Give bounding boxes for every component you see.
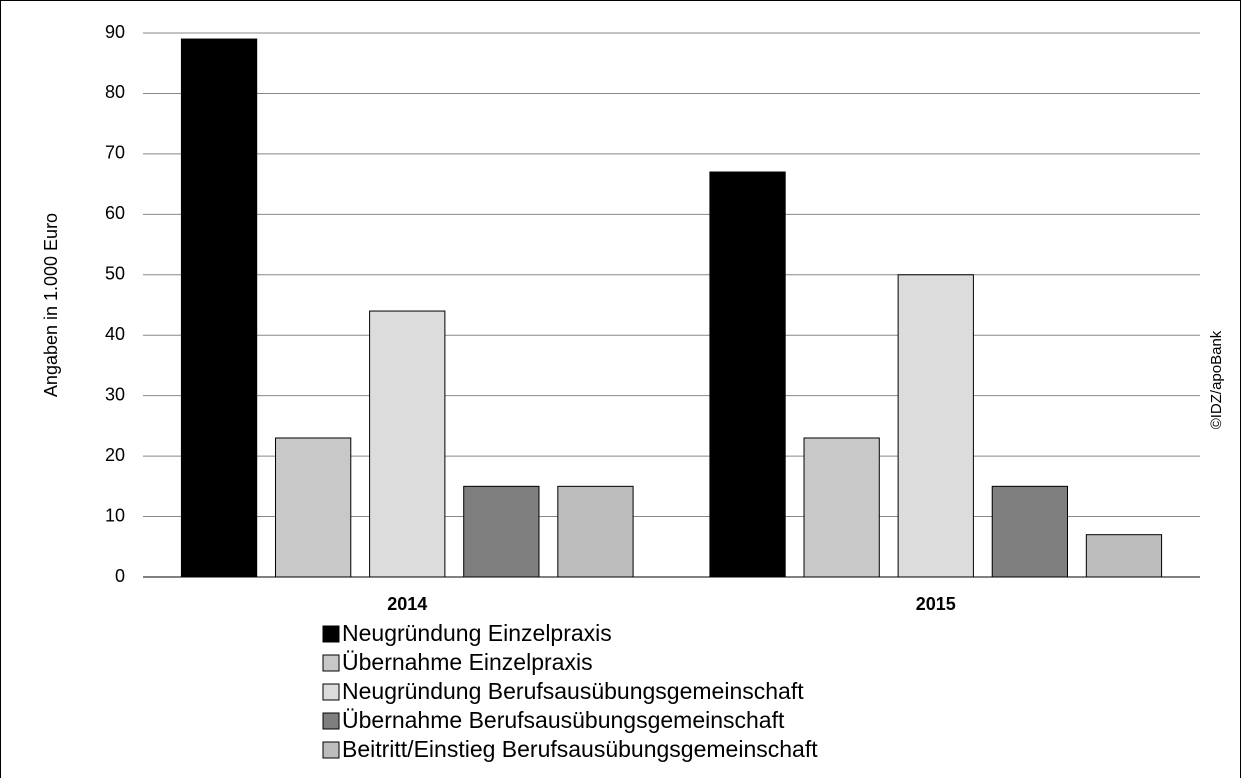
y-tick-label: 80 [105, 82, 125, 102]
bar [180, 38, 258, 578]
y-tick-label: 10 [105, 505, 125, 525]
legend-swatch [322, 741, 340, 759]
y-tick-label: 0 [115, 566, 125, 586]
x-tick-label: 2015 [916, 594, 956, 614]
y-tick-label: 70 [105, 143, 125, 163]
y-axis-label: Angaben in 1.000 Euro [41, 213, 61, 397]
legend-swatch [322, 712, 340, 730]
bar [557, 485, 634, 578]
legend-label: Neugründung Einzelpraxis [342, 620, 612, 646]
legend-label: Neugründung Berufsausübungsgemeinschaft [342, 678, 804, 704]
bar [369, 310, 446, 578]
bar [275, 437, 352, 578]
bar [803, 437, 880, 578]
y-tick-label: 60 [105, 203, 125, 223]
y-tick-label: 20 [105, 445, 125, 465]
legend-swatch [322, 654, 340, 672]
bar [463, 485, 540, 578]
legend-label: Übernahme Einzelpraxis [342, 649, 593, 675]
y-tick-label: 30 [105, 384, 125, 404]
legend-swatch [322, 683, 340, 701]
legend-label: Beitritt/Einstieg Berufsausübungsgemeins… [342, 736, 818, 762]
bar [991, 485, 1068, 578]
bar [709, 171, 786, 578]
legend-swatch [322, 625, 340, 643]
y-tick-label: 40 [105, 324, 125, 344]
bar [897, 274, 974, 578]
y-tick-label: 90 [105, 22, 125, 42]
copyright: ©IDZ/apoBank [1208, 330, 1225, 429]
legend-label: Übernahme Berufsausübungsgemeinschaft [342, 707, 785, 733]
bar [1085, 534, 1163, 578]
y-tick-label: 50 [105, 264, 125, 284]
x-tick-label: 2014 [387, 594, 427, 614]
